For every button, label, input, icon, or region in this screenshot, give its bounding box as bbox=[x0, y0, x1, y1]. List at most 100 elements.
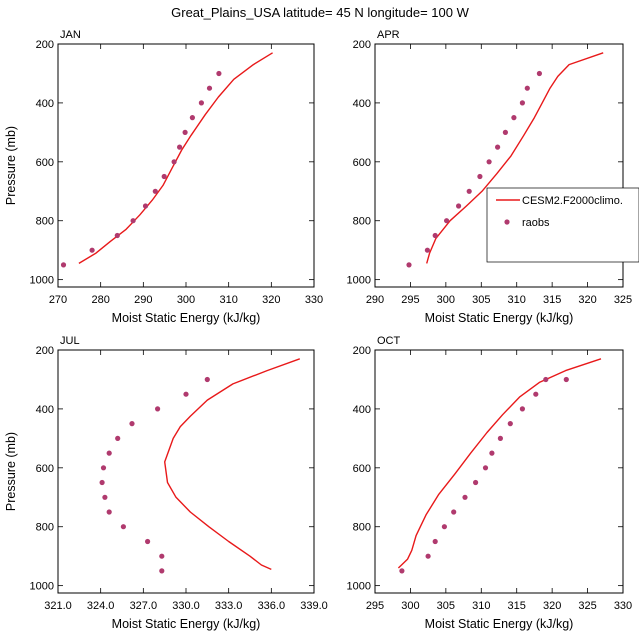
y-tick-label: 600 bbox=[353, 463, 371, 475]
x-tick-label: 320 bbox=[578, 294, 596, 306]
obs-point bbox=[89, 247, 95, 253]
x-tick-label: 290 bbox=[134, 294, 152, 306]
obs-point bbox=[425, 553, 431, 559]
panel-title: JUL bbox=[60, 335, 80, 347]
obs-point bbox=[462, 494, 468, 500]
obs-point bbox=[130, 218, 136, 224]
y-axis-label: Pressure (mb) bbox=[4, 432, 18, 511]
y-tick-label: 600 bbox=[36, 463, 54, 475]
obs-point bbox=[115, 435, 121, 441]
legend-obs-label: raobs bbox=[522, 217, 550, 229]
y-tick-label: 1000 bbox=[30, 275, 54, 287]
x-tick-label: 339.0 bbox=[300, 600, 328, 612]
x-tick-label: 280 bbox=[91, 294, 109, 306]
obs-point bbox=[482, 465, 489, 471]
x-tick-label: 330.0 bbox=[172, 600, 200, 612]
model-profile-line bbox=[397, 358, 602, 569]
obs-point bbox=[424, 247, 430, 253]
x-tick-label: 327.0 bbox=[130, 600, 158, 612]
x-tick-label: 295 bbox=[401, 294, 419, 306]
chart-panel-jul: JUL 321.0 324.0 327.0 330.0 333.0 336.0 339.0 20… bbox=[4, 335, 328, 631]
legend-model-label: CESM2.F2000climo. bbox=[522, 195, 623, 207]
obs-point bbox=[216, 70, 222, 77]
y-tick-label: 800 bbox=[353, 522, 371, 534]
chart-panel-apr: APR 290 295 300 305 310 315 320 325 200 400 600 800 1… bbox=[347, 29, 633, 325]
obs-point bbox=[486, 159, 492, 165]
chart-panel-jan: JAN 270 280 290 300 310 320 330 200 400 600 800 1000… bbox=[4, 29, 323, 325]
x-tick-label: 333.0 bbox=[215, 600, 243, 612]
x-axis-label: Moist Static Energy (kJ/kg) bbox=[112, 617, 261, 631]
obs-point bbox=[451, 509, 457, 515]
obs-point bbox=[183, 391, 189, 397]
obs-point bbox=[155, 406, 161, 412]
obs-point bbox=[441, 524, 447, 530]
chart-panel-oct: OCT 295 300 305 310 315 320 325 330 200 400 600 800 1… bbox=[347, 335, 633, 631]
obs-point bbox=[60, 262, 67, 268]
x-axis-label: Moist Static Energy (kJ/kg) bbox=[112, 311, 261, 325]
x-axis-label: Moist Static Energy (kJ/kg) bbox=[425, 617, 574, 631]
y-tick-label: 200 bbox=[353, 39, 371, 51]
plot-frame bbox=[57, 349, 315, 594]
x-tick-label: 300 bbox=[401, 600, 419, 612]
y-tick-label: 400 bbox=[36, 404, 54, 416]
obs-point bbox=[159, 568, 165, 574]
x-tick-label: 320 bbox=[543, 600, 561, 612]
obs-point bbox=[502, 129, 508, 135]
y-tick-label: 200 bbox=[36, 39, 54, 51]
obs-point bbox=[477, 173, 483, 180]
obs-point bbox=[99, 479, 105, 486]
x-tick-label: 305 bbox=[472, 294, 490, 306]
obs-point bbox=[129, 421, 135, 427]
figure-title: Great_Plains_USA latitude= 45 N longitud… bbox=[171, 5, 469, 20]
obs-point bbox=[182, 129, 188, 135]
y-tick-label: 200 bbox=[36, 345, 54, 357]
obs-point bbox=[161, 173, 167, 180]
obs-point bbox=[152, 188, 158, 194]
x-tick-label: 315 bbox=[543, 294, 561, 306]
plot-frame bbox=[374, 349, 624, 594]
obs-point bbox=[497, 435, 503, 441]
x-tick-label: 325 bbox=[578, 600, 596, 612]
y-tick-label: 200 bbox=[353, 345, 371, 357]
x-tick-label: 300 bbox=[437, 294, 455, 306]
obs-point bbox=[102, 494, 108, 500]
obs-point bbox=[489, 450, 495, 456]
x-axis-label: Moist Static Energy (kJ/kg) bbox=[425, 311, 574, 325]
x-tick-label: 330 bbox=[305, 294, 323, 306]
obs-point bbox=[120, 524, 126, 530]
obs-point bbox=[106, 450, 112, 456]
model-profile-line bbox=[426, 52, 604, 264]
y-tick-label: 400 bbox=[36, 98, 54, 110]
obs-point bbox=[198, 100, 204, 106]
obs-point bbox=[171, 159, 177, 165]
obs-point bbox=[456, 203, 462, 209]
y-tick-label: 800 bbox=[36, 216, 54, 228]
plot-frame bbox=[57, 43, 315, 288]
obs-point bbox=[519, 100, 526, 106]
obs-point bbox=[563, 376, 569, 383]
y-tick-label: 800 bbox=[36, 522, 54, 534]
model-profile-line bbox=[163, 358, 301, 571]
obs-point bbox=[399, 568, 405, 574]
x-tick-label: 324.0 bbox=[87, 600, 115, 612]
obs-point bbox=[536, 70, 543, 77]
x-tick-label: 300 bbox=[177, 294, 195, 306]
panels: JAN 270 280 290 300 310 320 330 200 400 600 800 1000… bbox=[4, 29, 632, 631]
obs-point bbox=[100, 465, 107, 471]
x-tick-label: 305 bbox=[437, 600, 455, 612]
model-profile-line bbox=[78, 52, 273, 264]
obs-point bbox=[511, 115, 517, 121]
obs-point bbox=[543, 376, 549, 383]
x-tick-label: 290 bbox=[366, 294, 384, 306]
y-axis-label: Pressure (mb) bbox=[4, 126, 18, 205]
x-tick-label: 310 bbox=[219, 294, 237, 306]
y-tick-label: 1000 bbox=[347, 275, 371, 287]
x-tick-label: 310 bbox=[508, 294, 526, 306]
panel-title: APR bbox=[377, 29, 400, 41]
legend-obs-marker bbox=[504, 219, 510, 225]
x-tick-label: 336.0 bbox=[258, 600, 286, 612]
y-tick-label: 1000 bbox=[347, 581, 371, 593]
obs-point bbox=[177, 144, 183, 150]
obs-point bbox=[432, 232, 438, 239]
